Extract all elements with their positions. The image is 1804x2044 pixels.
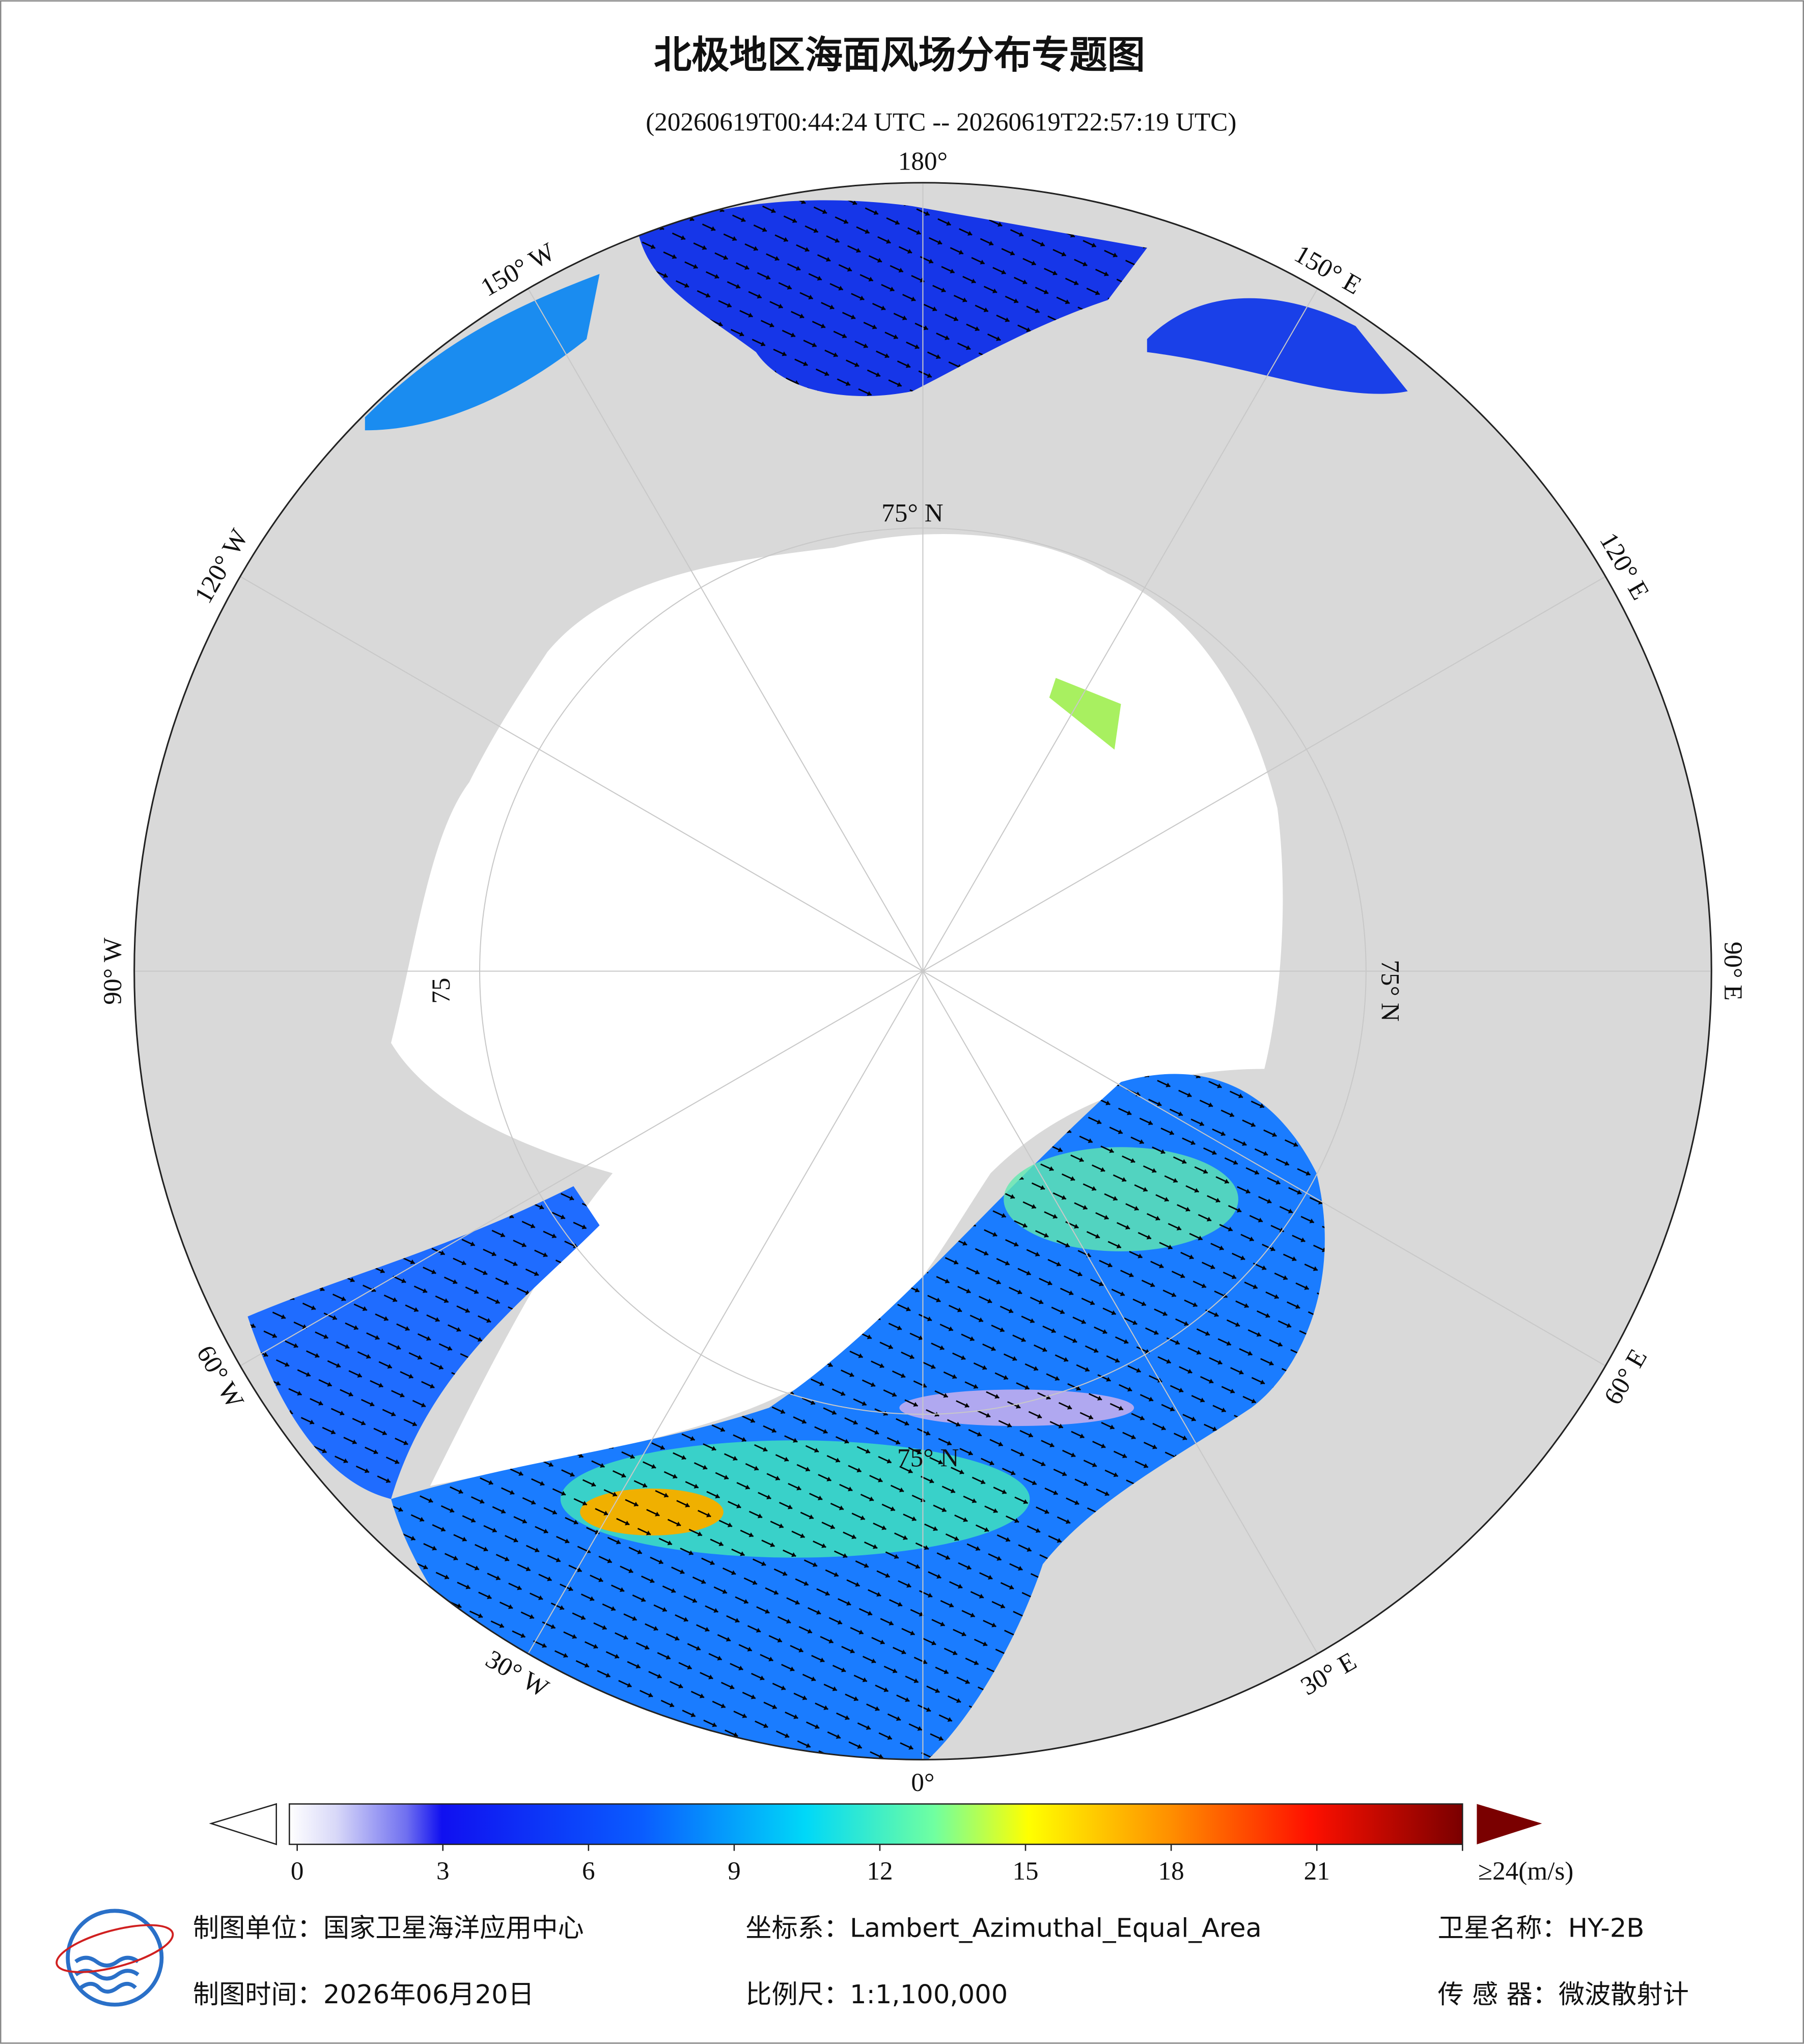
map (134, 182, 1712, 1760)
graticule (134, 182, 1712, 1760)
lat-label: 75° N (881, 498, 943, 527)
title: 北极地区海面风场分布专题图 (654, 33, 1145, 77)
map-border (133, 182, 1712, 1760)
wind-arrows (247, 1186, 600, 1499)
footer-info: 制图时间：2026年06月20日 (193, 1979, 534, 2010)
footer-info: 坐标系：Lambert_Azimuthal_Equal_Area (745, 1913, 1262, 1944)
colorbar-tick-label: 6 (582, 1857, 595, 1886)
colorbar-tick-label: 0 (291, 1857, 304, 1886)
longitude-label: 180° (898, 147, 948, 176)
ice-ocean (391, 534, 1283, 1486)
colorbar-under (209, 1803, 277, 1845)
lat-label: 75 (427, 977, 456, 1003)
wind-arrows (639, 200, 1147, 397)
logo (55, 1909, 174, 2007)
footer-info: 传 感 器：微波散射计 (1438, 1979, 1689, 2010)
colorbar-tick-label: 9 (728, 1857, 741, 1886)
colorbar-tick-label: 15 (1012, 1857, 1038, 1886)
longitude-label: 90° W (98, 937, 127, 1005)
colorbar-tick-label: 3 (436, 1857, 450, 1886)
colorbar-tick-label: 18 (1158, 1857, 1184, 1886)
wind-patch (1049, 678, 1121, 750)
colorbar (289, 1803, 1463, 1845)
colorbar-over (1477, 1804, 1542, 1844)
colorbar-tick-label: 21 (1304, 1857, 1330, 1886)
footer-info: 制图单位：国家卫星海洋应用中心 (193, 1913, 584, 1944)
lat-label: 75° N (1376, 960, 1405, 1021)
subtitle: (20260619T00:44:24 UTC -- 20260619T22:57… (646, 107, 1236, 136)
longitude-label: 90° E (1718, 942, 1747, 1001)
footer-info: 卫星名称：HY-2B (1438, 1913, 1645, 1944)
colorbar-tick-label: 12 (867, 1857, 893, 1886)
wind-arrows (391, 1074, 1325, 1760)
wind-patch (1147, 298, 1408, 394)
longitude-label: 0° (911, 1768, 934, 1797)
footer-info: 比例尺：1:1,100,000 (745, 1979, 1008, 2010)
lat-label: 75° N (897, 1443, 959, 1472)
wind-patch (365, 274, 600, 431)
colorbar-tick-label: ≥24(m/s) (1478, 1857, 1573, 1886)
